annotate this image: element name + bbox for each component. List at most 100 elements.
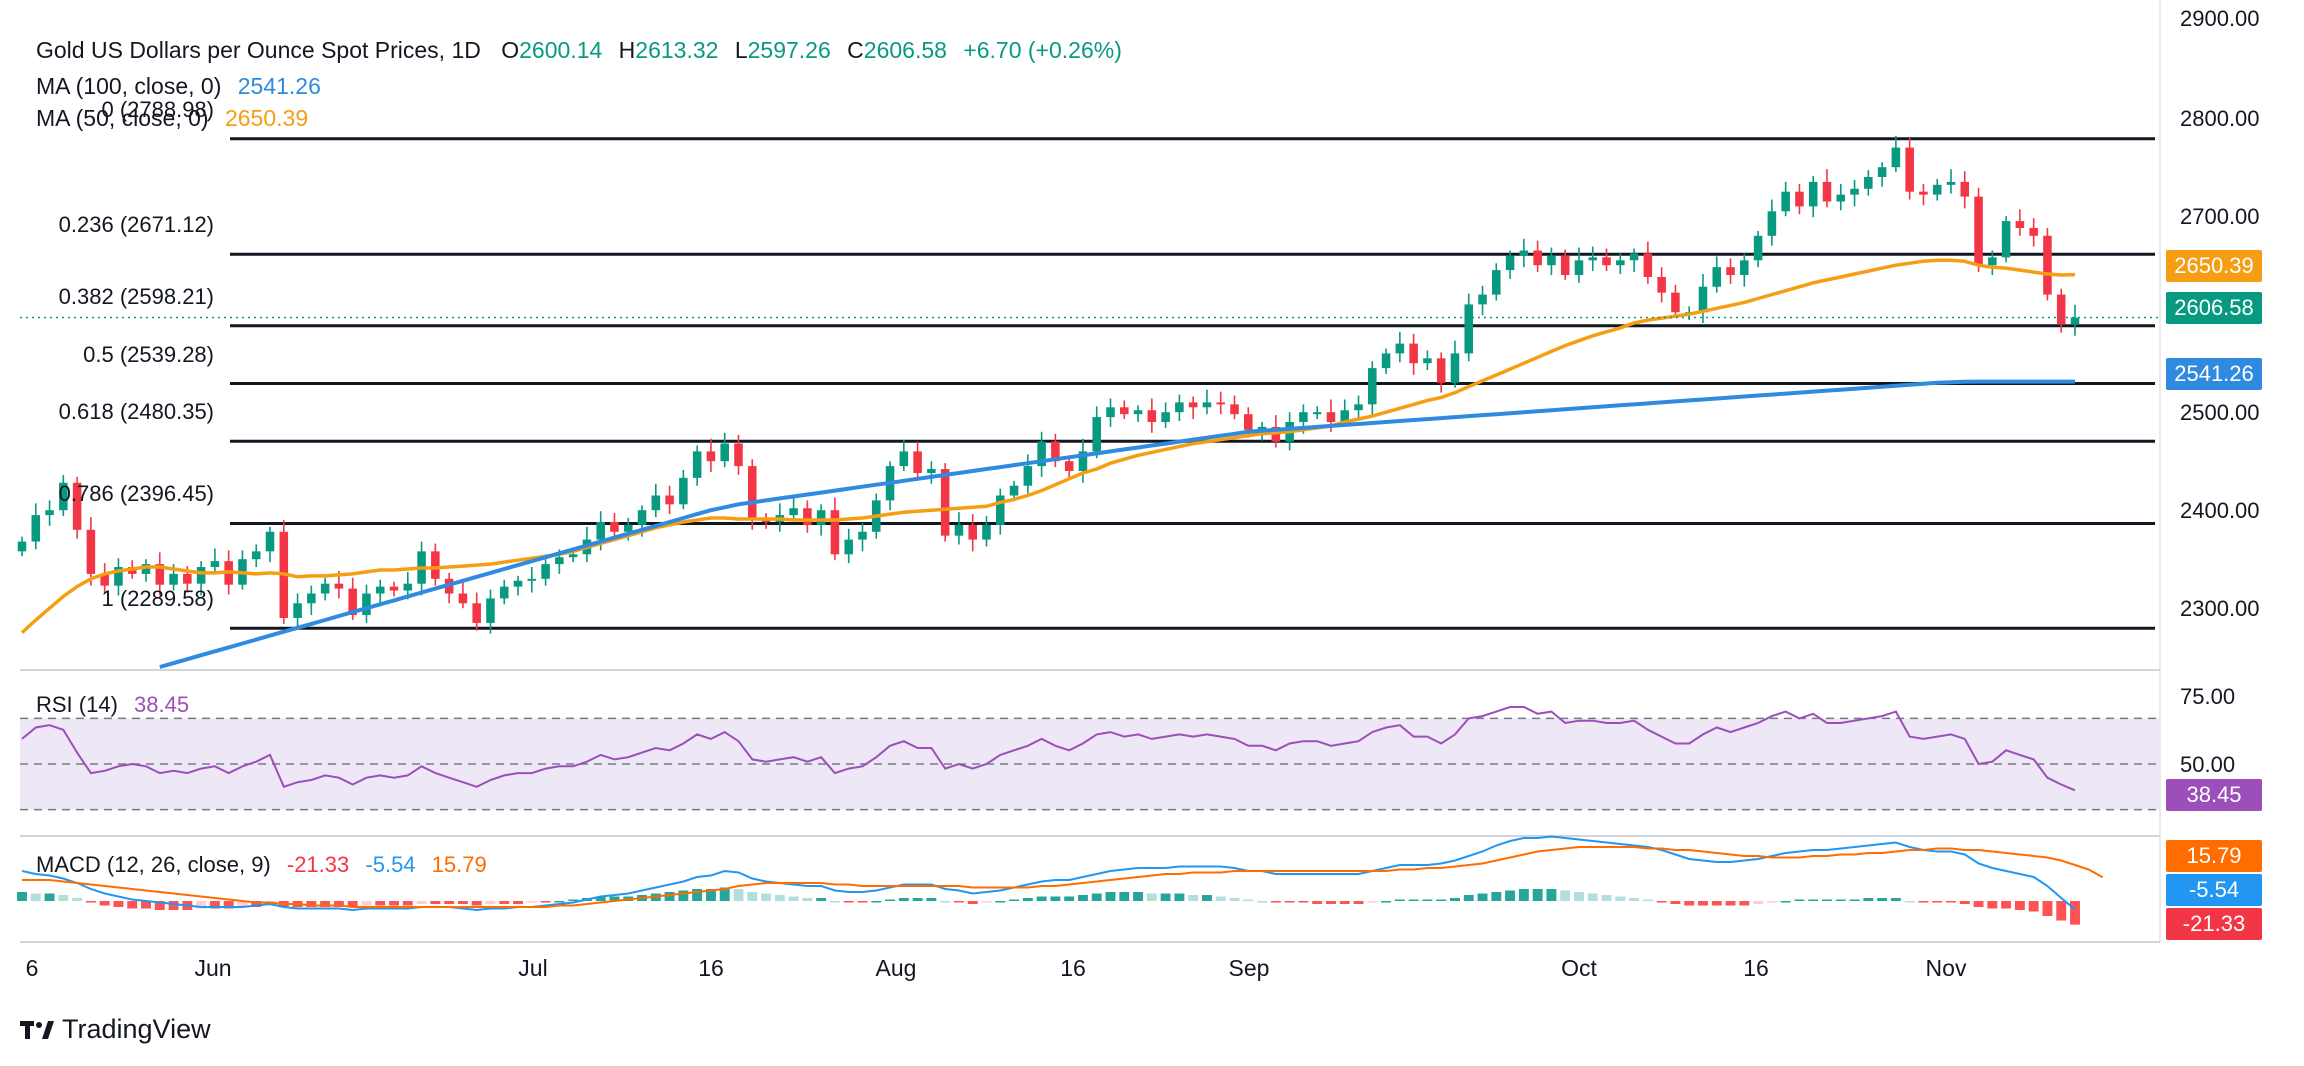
candle-body	[982, 524, 991, 540]
candle-body	[830, 510, 840, 555]
macd-hist-bar	[1946, 901, 1956, 903]
price-tick-2700: 2700.00	[2180, 204, 2260, 229]
macd-pane	[17, 835, 2104, 925]
x-label-16-aug: 16	[1060, 955, 1086, 981]
macd-hist-bar	[306, 901, 317, 907]
candle-body	[1988, 257, 1997, 266]
macd-hist-bar	[1560, 890, 1571, 901]
macd-hist-bar	[58, 895, 69, 901]
macd-hist-bar	[485, 901, 496, 904]
macd-hist-bar	[44, 893, 55, 901]
candle-body	[486, 598, 495, 623]
macd-hist-bar	[1243, 899, 1254, 901]
candle-body	[996, 495, 1005, 525]
candle-body	[1354, 404, 1363, 411]
candle-body	[1175, 402, 1184, 413]
macd-hist-bar	[1835, 899, 1846, 901]
candle-body	[1753, 235, 1763, 261]
macd-hist-bar	[1188, 895, 1199, 901]
macd-hist-bar	[568, 899, 579, 901]
macd-hist-bar	[526, 901, 537, 903]
macd-hist-bar	[747, 892, 758, 901]
candle-body	[954, 524, 964, 536]
x-label-nov: Nov	[1925, 955, 1967, 981]
macd-hist-bar	[2014, 901, 2025, 910]
macd-hist-bar	[1505, 890, 1516, 901]
macd-hist-bar	[774, 895, 785, 901]
candle-body	[2056, 294, 2066, 324]
macd-hist-bar	[85, 901, 96, 903]
macd-hist-bar	[1794, 899, 1805, 901]
macd-hist-bar	[209, 901, 220, 909]
candle-body	[1891, 147, 1901, 168]
candle-body	[114, 567, 123, 586]
candle-body	[568, 554, 578, 558]
macd-hist-bar	[1146, 893, 1157, 901]
candle-body	[1808, 181, 1818, 207]
macd-hist-bar	[1160, 893, 1171, 901]
rsi-pane	[20, 706, 2160, 811]
close-value: 2606.58	[863, 37, 947, 63]
candle-body	[1009, 485, 1019, 496]
macd-hist-bar	[113, 901, 124, 907]
candle-body	[403, 583, 413, 591]
macd-hist-bar	[1877, 898, 1888, 901]
x-label-sep: Sep	[1228, 955, 1270, 981]
candle-body	[2015, 221, 2025, 228]
candle-body	[1051, 441, 1060, 462]
candle-body	[679, 477, 688, 505]
last-price-tag: 2606.58	[2166, 292, 2262, 324]
ma50-price-tag: 2650.39	[2166, 250, 2262, 282]
change-value: +6.70 (+0.26%)	[963, 37, 1122, 63]
rsi-line	[21, 706, 2076, 792]
x-label-16-oct: 16	[1743, 955, 1769, 981]
fib-label-4: 0.618 (2480.35)	[58, 399, 214, 425]
macd-value: -21.33	[286, 852, 350, 877]
candle-body	[1161, 412, 1170, 422]
close-label: C	[847, 37, 864, 63]
candle-body	[665, 495, 674, 505]
macd-hist-bar	[1325, 901, 1336, 904]
macd-hist-bar	[1849, 899, 1860, 901]
macd-hist-bar	[1918, 901, 1929, 903]
x-label-16-jul: 16	[698, 955, 724, 981]
candle-body	[1078, 451, 1088, 471]
candle-body	[1106, 407, 1115, 418]
tradingview-logo[interactable]: TradingView	[20, 1014, 211, 1045]
macd-hist-bar	[1959, 901, 1970, 904]
macd-hist-bar	[1601, 895, 1612, 901]
macd-hist-bar	[1932, 901, 1943, 903]
macd-hist-bar	[1257, 901, 1268, 903]
macd-hist-bar	[554, 901, 565, 903]
candle-body	[610, 521, 619, 532]
macd-hist-bar	[361, 901, 372, 906]
macd-hist-bar	[1270, 901, 1281, 903]
macd-hist-bar	[1050, 896, 1061, 901]
macd-hist-bar	[1698, 901, 1708, 906]
macd-hist-bar	[1463, 895, 1474, 901]
candle-body	[1381, 353, 1391, 369]
open-label: O	[501, 37, 520, 63]
macd-hist-bar	[1284, 901, 1295, 903]
macd-hist-bar	[595, 896, 606, 901]
macd-hist-bar	[1064, 896, 1075, 901]
macd-hist-bar	[141, 901, 151, 909]
candle-body	[1230, 404, 1239, 415]
candle-body	[1616, 260, 1625, 266]
candle-body	[637, 510, 647, 525]
macd-hist-bar	[223, 901, 234, 909]
macd-hist-bar	[17, 892, 27, 901]
candle-body	[927, 469, 936, 473]
macd-hist-bar	[1367, 901, 1378, 903]
macd-hist-bar	[953, 901, 964, 903]
macd-legend: MACD (12, 26, close, 9) -21.33 -5.54 15.…	[36, 852, 487, 878]
fib-label-3: 0.5 (2539.28)	[83, 341, 214, 367]
candle-body	[1712, 267, 1722, 287]
candle-body	[747, 466, 757, 519]
candle-body	[1795, 191, 1804, 207]
macd-hist-bar	[1215, 896, 1226, 901]
macd-hist-bar	[430, 901, 441, 904]
price-tick-2900: 2900.00	[2180, 6, 2260, 31]
candle-body	[913, 451, 922, 473]
